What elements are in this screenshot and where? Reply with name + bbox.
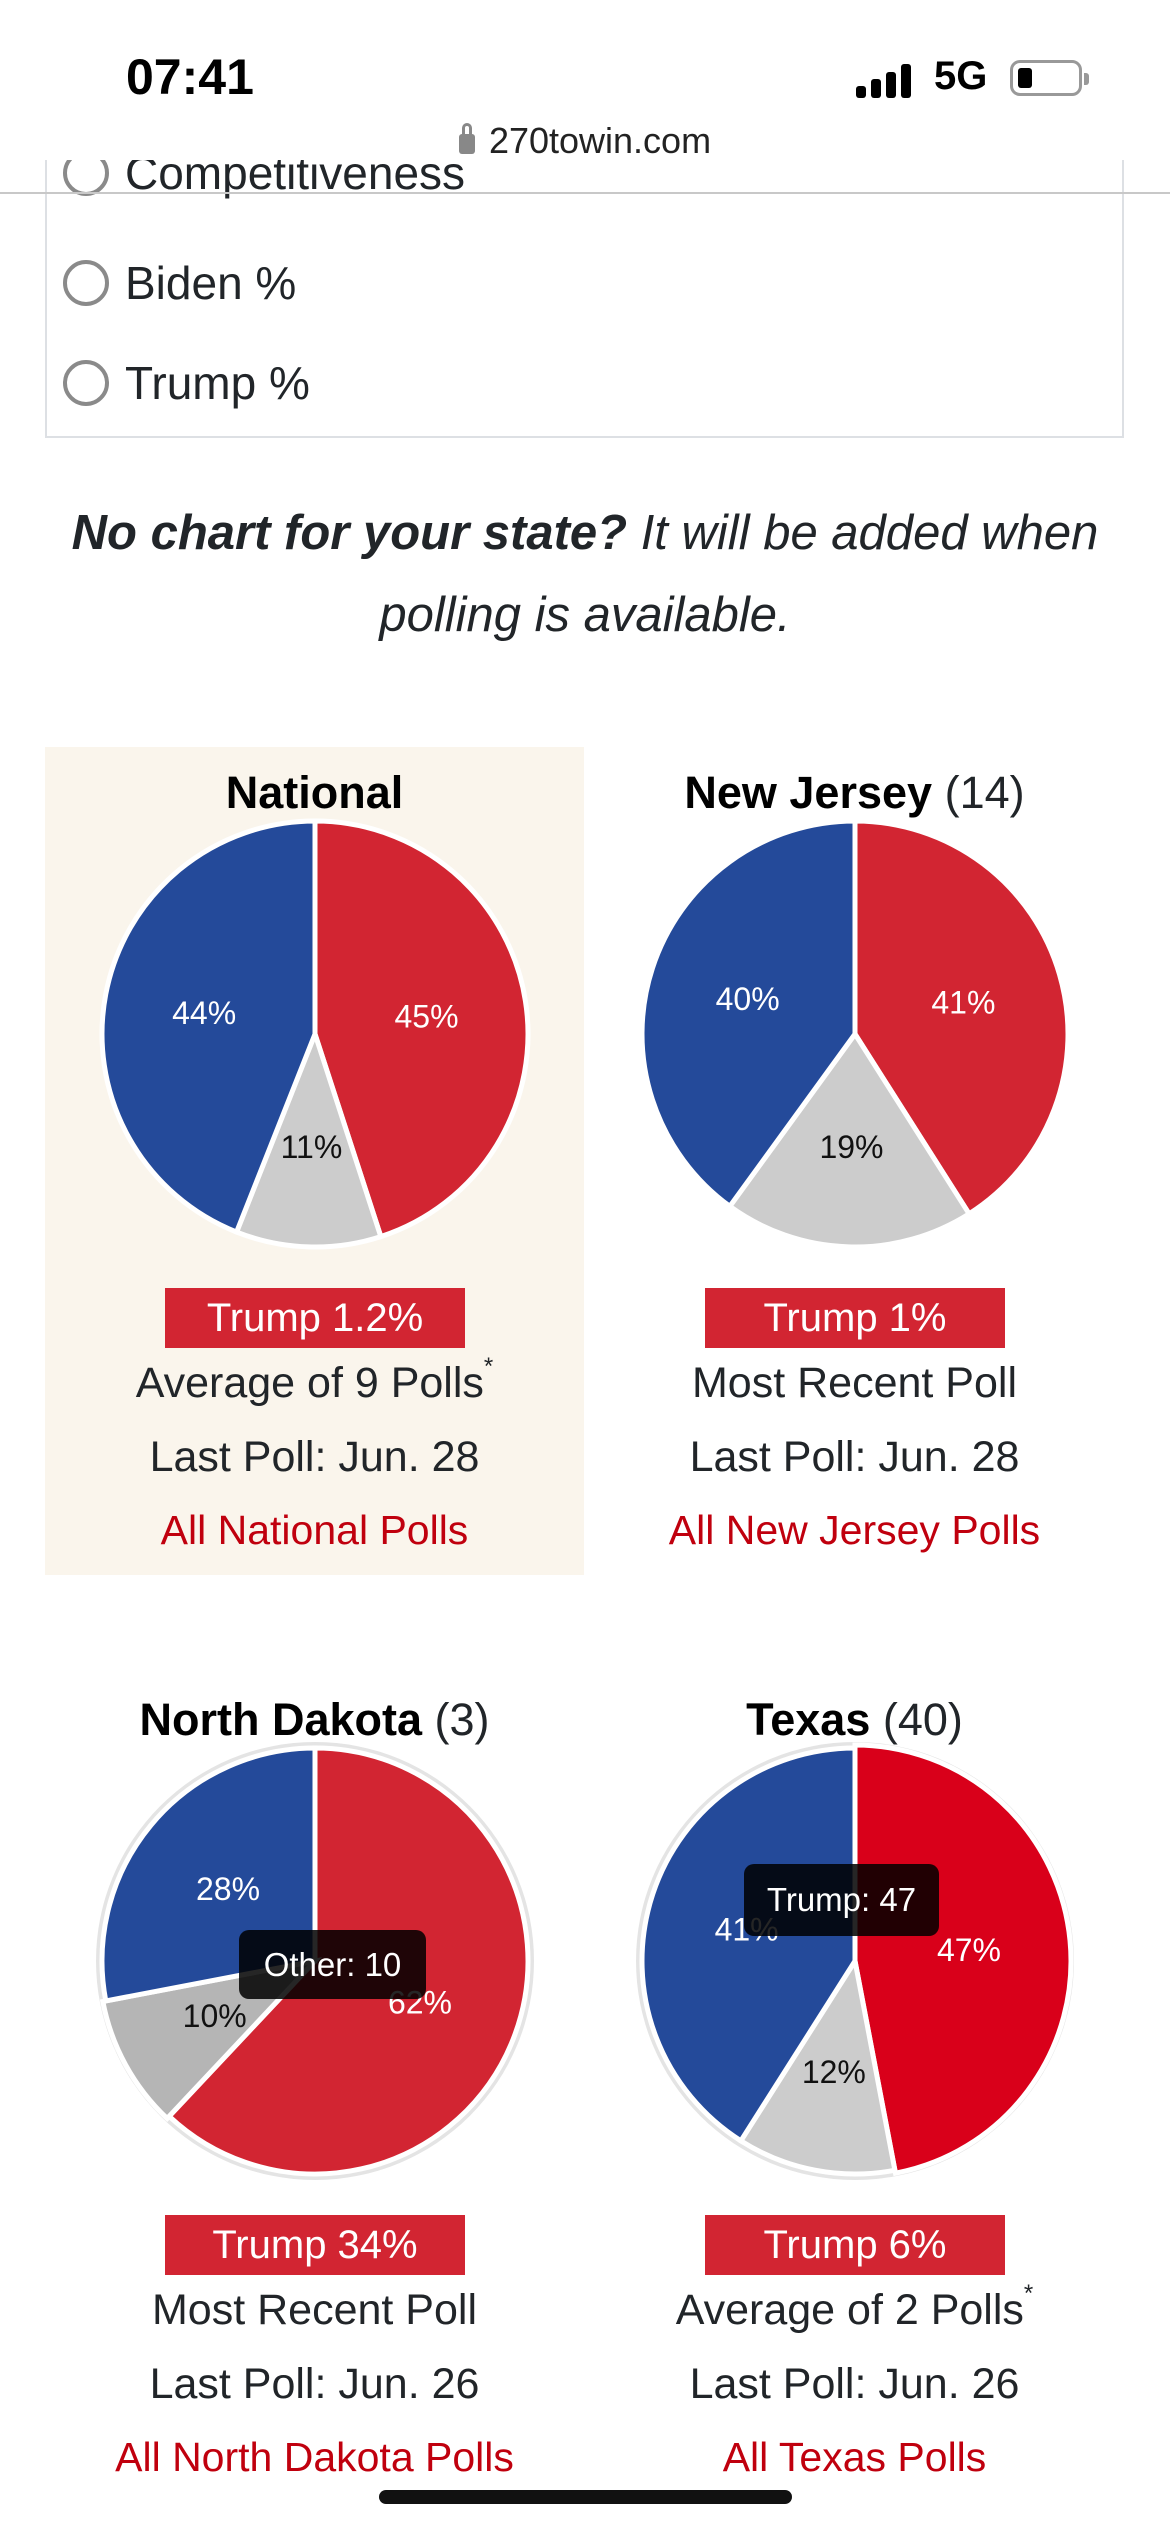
electoral-votes: (14) [944,767,1025,818]
all-polls-link[interactable]: All Texas Polls [722,2434,987,2480]
footnote-asterisk: * [483,1353,494,1380]
pie-slice-trump [852,1742,1074,2177]
last-poll-date: Last Poll: Jun. 26 [689,2360,1020,2408]
header-divider [0,192,1170,194]
option-label: Biden % [125,257,297,309]
slice-label-biden: 40% [716,981,780,1017]
pie-tooltip: Other: 10 [239,1930,426,1999]
margin-banner: Trump 6% [705,2215,1005,2275]
state-name: National [225,767,404,818]
slice-label-trump: 45% [394,998,458,1034]
pie-slice-biden [639,1745,858,2145]
poll-type: Most Recent Poll [585,1359,1124,1408]
state-name: New Jersey [684,767,933,818]
slice-label-other: 12% [802,2054,866,2090]
electoral-votes: (3) [434,1694,490,1745]
radio-button[interactable] [63,260,109,306]
poll-type: Average of 9 Polls* [45,1353,584,1408]
note-bold: No chart for your state? [71,506,628,560]
poll-type-text: Average of 2 Polls [675,2286,1024,2334]
poll-type: Most Recent Poll [45,2286,584,2335]
state-name: North Dakota [139,1694,422,1745]
pie-chart[interactable]: 47%12%41% [635,1741,1075,2181]
poll-card-north-dakota: North Dakota (3) 62% 10% 28% Trump 34% Mos… [45,1674,584,2502]
lock-icon [458,123,475,154]
home-indicator[interactable] [379,2490,792,2504]
pie-chart[interactable]: 45% 11% 44% [95,814,535,1254]
option-competitiveness[interactable]: Competitiveness [63,160,465,200]
poll-card-new-jersey: New Jersey (14) 41% 19% 40% Trump 1% Most … [585,747,1124,1575]
pie-slice-other [737,1954,898,2177]
last-poll-date: Last Poll: Jun. 26 [149,2360,480,2408]
note-text: It will be added when polling is availab… [379,506,1099,642]
battery-icon [1010,60,1089,96]
card-title: National [45,767,584,819]
electoral-votes: (40) [882,1694,963,1745]
signal-icon [856,64,911,98]
status-time: 07:41 [126,49,254,105]
all-polls-link[interactable]: All National Polls [160,1507,469,1553]
poll-type-text: Most Recent Poll [691,1359,1018,1407]
radio-button[interactable] [63,160,109,196]
map-type-options: Competitiveness Biden % Trump % [45,160,1124,438]
margin-banner: Trump 34% [165,2215,465,2275]
pie-slice-other [726,1029,973,1250]
all-polls-link[interactable]: All New Jersey Polls [668,1507,1041,1553]
slice-label-biden: 44% [172,995,236,1031]
slice-label-trump: 41% [931,985,995,1021]
option-biden[interactable]: Biden % [63,256,296,310]
slice-label-other: 19% [819,1129,883,1165]
network-type: 5G [934,54,988,98]
pie-slice-biden [639,818,858,1210]
poll-card-national: National 45% 11% 44% Trump 1.2% Average of… [45,747,584,1575]
all-polls-link[interactable]: All North Dakota Polls [115,2434,514,2480]
slice-label-other: 11% [281,1129,343,1165]
pie-chart[interactable]: 41% 19% 40% [635,814,1075,1254]
option-trump[interactable]: Trump % [63,356,310,410]
card-title: North Dakota (3) [45,1694,584,1746]
footnote-asterisk: * [1023,2280,1034,2307]
slice-label-other: 10% [183,1998,247,2034]
radio-button[interactable] [63,360,109,406]
poll-type: Average of 2 Polls* [585,2280,1124,2335]
pie-slice-other [99,1957,323,2122]
poll-card-texas: Texas (40) 47%12%41% Trump 6% Average of… [585,1674,1124,2502]
poll-type-text: Average of 9 Polls [135,1359,484,1407]
option-label: Competitiveness [125,160,466,199]
slice-label-trump: 47% [937,1932,1001,1968]
no-chart-note: No chart for your state? It will be adde… [0,492,1170,656]
last-poll-date: Last Poll: Jun. 28 [689,1433,1020,1481]
pie-slice-other [233,1026,384,1250]
card-title: New Jersey (14) [585,767,1124,819]
pie-slice-biden [99,818,318,1236]
pie-tooltip: Trump: 47 [744,1864,939,1936]
poll-type-text: Most Recent Poll [151,2286,478,2334]
slice-label-biden: 28% [196,1871,260,1907]
card-title: Texas (40) [585,1694,1124,1746]
url-bar[interactable]: 270towin.com [0,120,1170,162]
margin-banner: Trump 1.2% [165,1288,465,1348]
last-poll-date: Last Poll: Jun. 28 [149,1433,480,1481]
url-text: 270towin.com [488,120,712,161]
option-label: Trump % [125,357,310,409]
pie-slice-trump [312,818,531,1240]
margin-banner: Trump 1% [705,1288,1005,1348]
state-name: Texas [746,1694,871,1745]
